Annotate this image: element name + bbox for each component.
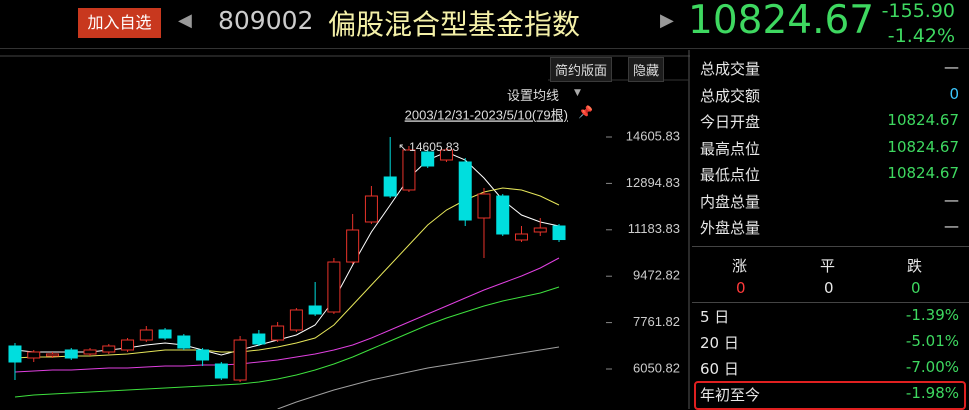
stat-label: 总成交量 [700, 60, 761, 78]
next-arrow[interactable]: ▶ [660, 10, 674, 31]
candle-body [46, 353, 59, 357]
stat-value: 10824.67 [887, 164, 959, 182]
candle-body [271, 325, 285, 341]
breadth-header: 跌 [907, 257, 923, 275]
y-tick-label: 9472.82 [633, 268, 680, 283]
breadth-value: 0 [911, 279, 921, 297]
stat-label: 总成交额 [700, 86, 761, 105]
ma-line [14, 151, 560, 356]
separator [692, 246, 969, 247]
ma-line [14, 257, 560, 373]
candle-body [233, 339, 247, 381]
stat-value: — [944, 217, 959, 235]
candle-body [402, 149, 416, 191]
return-value: -1.39% [905, 306, 959, 324]
breadth-header: 涨 [732, 257, 748, 275]
index-name: 偏股混合型基金指数 [328, 8, 581, 41]
highlight-box [694, 381, 966, 410]
stat-value: — [944, 58, 959, 76]
prev-arrow[interactable]: ◀ [178, 10, 192, 31]
candle-body [383, 176, 397, 197]
breadth-value: 0 [736, 279, 746, 297]
return-label: 年初至今 [700, 386, 761, 404]
date-range: 2003/12/31-2023/5/10(79根) [405, 107, 568, 122]
price: 10824.67 [688, 0, 875, 43]
candle-body [83, 349, 97, 355]
return-label: 60 日 [700, 360, 739, 378]
stat-label: 最高点位 [700, 139, 761, 158]
candle-body [139, 329, 153, 341]
return-label: 5 日 [700, 308, 730, 326]
candle-body [439, 149, 453, 161]
dropdown-arrow[interactable]: ▼ [574, 88, 581, 98]
stat-label: 内盘总量 [700, 192, 761, 211]
candle-body [289, 309, 303, 331]
candle-body [421, 151, 435, 167]
breadth-header: 平 [820, 257, 836, 275]
candle-body [346, 229, 360, 263]
candle-body [458, 161, 472, 221]
stat-label: 外盘总量 [700, 219, 761, 237]
add-watchlist-button[interactable]: 加入自选 [78, 8, 161, 38]
candle-body [177, 335, 191, 349]
candle-body [121, 339, 135, 351]
candle-body [308, 305, 322, 315]
pin-icon: 📌 [578, 104, 593, 119]
candle-body [533, 227, 547, 233]
breadth-value: 0 [824, 279, 834, 297]
y-tick-label: 12894.83 [626, 175, 680, 190]
stat-value: 10824.67 [887, 137, 959, 156]
candle-body [158, 329, 172, 339]
change: -155.90 [881, 0, 955, 22]
candle-body [552, 225, 566, 241]
y-tick-label: 7761.82 [633, 314, 680, 329]
candle-body [496, 195, 510, 235]
y-tick-label: 11183.83 [628, 221, 680, 236]
candle-body [102, 345, 116, 353]
candle-body [64, 349, 78, 359]
header-line [0, 48, 969, 49]
layout-button[interactable]: 简约版面 [550, 57, 613, 82]
change-pct: -1.42% [887, 25, 955, 47]
candle-body [27, 351, 41, 359]
candle-body [477, 193, 491, 219]
separator [692, 302, 969, 303]
return-value: -7.00% [905, 358, 959, 376]
candle-body [252, 333, 266, 345]
stat-value: 10824.67 [887, 111, 959, 129]
stat-value: — [944, 190, 959, 209]
hide-button[interactable]: 隐藏 [628, 57, 665, 82]
stat-label: 今日开盘 [700, 113, 761, 131]
y-tick-label: 6050.82 [633, 360, 680, 375]
candle-body [364, 195, 378, 223]
return-label: 20 日 [700, 334, 739, 352]
candle-body [327, 261, 341, 313]
high-annotation: 14605.83 [409, 140, 459, 154]
return-value: -1.98% [905, 384, 959, 402]
return-value: -5.01% [905, 332, 959, 350]
chart: 2003/12/31-2023/5/10(79根) 📌 14605.83 1289… [0, 50, 690, 409]
stat-value: 0 [949, 84, 959, 103]
stat-label: 最低点位 [700, 166, 761, 184]
ma-settings[interactable]: 设置均线 [507, 89, 560, 104]
candle-body [8, 345, 22, 363]
ma-line [277, 346, 560, 409]
high-arrow: ↖ [398, 142, 407, 154]
candle-body [515, 233, 528, 241]
ma-line [14, 286, 560, 398]
candle-body [214, 363, 228, 379]
y-tick-label: 14605.83 [626, 128, 680, 143]
ma-line [14, 187, 560, 359]
plot [8, 136, 566, 409]
index-code: 809002 [218, 6, 314, 35]
candle-body [196, 349, 210, 361]
